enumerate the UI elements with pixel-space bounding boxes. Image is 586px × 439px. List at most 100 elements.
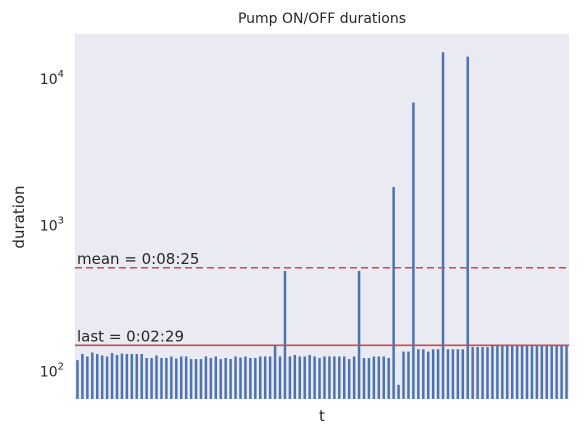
bar [481,347,484,399]
bar [100,355,104,399]
bar [120,353,124,399]
bar [105,356,109,399]
bar [234,356,237,399]
bar [441,52,445,399]
bar [377,356,381,399]
bar [446,349,450,399]
bar [160,358,163,399]
y-tick-label: 103 [40,215,64,234]
bar [525,344,529,399]
bar [367,358,371,399]
bar [486,347,489,399]
bar [387,358,390,399]
bar [209,358,213,399]
bar [352,356,356,399]
bar [96,353,99,399]
bar [338,356,341,399]
bar [268,356,272,399]
bar [407,351,410,399]
bar [165,358,168,399]
bar [288,356,292,399]
bar [259,356,262,399]
bar [323,356,326,399]
bar [466,56,469,399]
bar [515,344,519,399]
reference-lines: mean = 0:08:25 last = 0:02:29 [75,250,569,347]
bar [254,358,257,399]
bar [145,358,148,399]
bar [343,356,346,399]
bar [170,356,173,399]
bar [520,344,524,399]
y-tick-label: 104 [40,69,64,88]
bar [426,351,430,399]
bar [91,352,94,399]
bar [565,344,568,399]
bar [115,354,119,399]
bar [550,344,553,399]
bar [436,349,440,399]
bar [510,344,514,399]
bar [283,270,287,399]
bar [219,359,222,399]
bar [308,354,311,399]
bar [313,356,316,399]
bar [273,344,277,399]
last-label: last = 0:02:29 [77,327,184,345]
bar [451,349,455,399]
bar [392,187,395,399]
bar [175,358,178,399]
bar [535,344,539,399]
bar [555,344,558,399]
bar [278,356,282,399]
y-axis-label: duration [10,185,28,248]
bar [125,353,129,399]
bar [140,353,143,399]
bar [417,349,420,399]
bar [357,270,361,399]
bar [184,356,188,399]
bar [362,358,366,399]
bar [471,347,474,399]
bar [431,349,435,399]
bar [491,344,494,399]
bar [540,344,544,399]
bar [476,347,479,399]
bar [402,351,405,399]
bar [412,102,415,400]
bar [204,356,208,399]
bar [199,359,203,399]
bar [347,359,351,399]
bar [530,344,534,399]
bar [298,356,302,399]
x-axis-label: t [319,407,325,425]
bars-group [76,52,568,400]
bar [224,358,227,399]
bar [372,356,376,399]
bar [293,354,297,399]
bar [461,349,465,399]
bar [545,344,548,399]
bar [318,358,321,399]
bar [333,356,336,399]
bar [81,353,84,399]
bar [214,356,218,399]
bar [130,353,134,399]
bar [135,353,138,399]
bar [303,356,306,399]
mean-label: mean = 0:08:25 [77,250,199,268]
bar [422,349,425,399]
bar [560,344,563,399]
bar [229,359,232,399]
bar [456,349,460,399]
bar [506,344,509,399]
bar [189,359,193,399]
bar [194,359,198,399]
plot-area [75,34,569,399]
bar [382,356,385,399]
bar [244,356,247,399]
bar [150,358,153,399]
bar [239,357,242,399]
